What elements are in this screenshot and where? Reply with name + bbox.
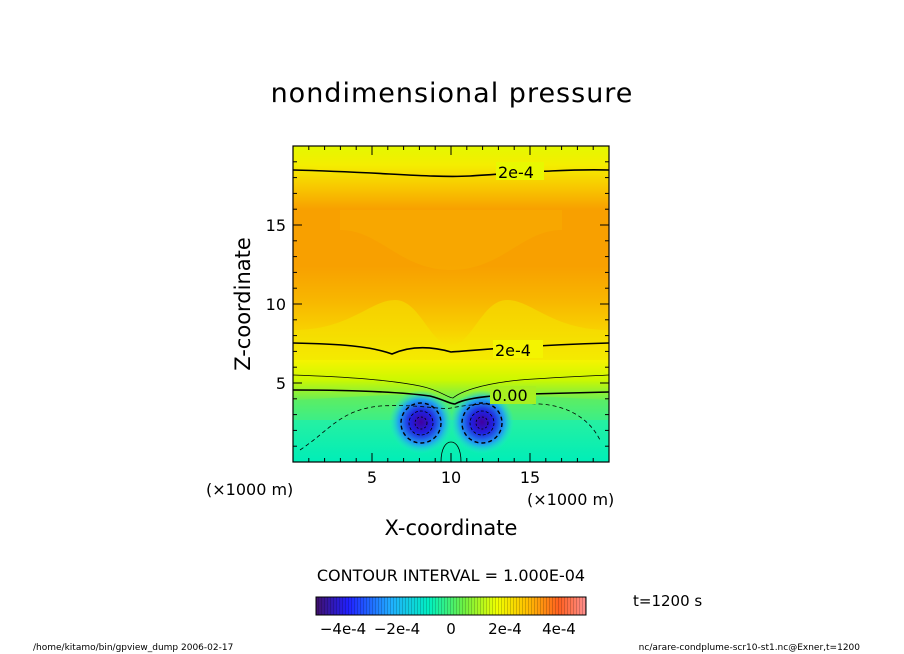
- y-tick-label: 15: [266, 216, 286, 235]
- colorbar-label: 2e-4: [488, 620, 522, 638]
- colorbar-label: 0: [446, 620, 456, 638]
- x-tick-label: 5: [367, 468, 377, 487]
- x-tick-label: 15: [520, 468, 540, 487]
- y-tick-label: 10: [266, 295, 286, 314]
- contour-interval: CONTOUR INTERVAL = 1.000E-04: [317, 566, 585, 585]
- contour-label: 0.00: [492, 386, 528, 405]
- footer-right: nc/arare-condplume-scr10-st1.nc@Exner,t=…: [639, 643, 861, 653]
- y-tick-label: 5: [276, 374, 286, 393]
- x-axis-title: X-coordinate: [385, 516, 518, 540]
- footer-left: /home/kitamo/bin/gpview_dump 2006-02-17: [33, 643, 233, 653]
- axis-ticks: [293, 146, 609, 462]
- x-tick-label: 10: [441, 468, 461, 487]
- heatmap-field: [293, 146, 609, 462]
- contour-label-bg: [490, 386, 536, 404]
- contour-label-bg: [496, 162, 544, 180]
- contour-label: 2e-4: [498, 163, 534, 182]
- colorbar-label: −4e-4: [320, 620, 366, 638]
- time-label: t=1200 s: [633, 592, 702, 610]
- x-unit-label: (×1000 m): [527, 490, 614, 509]
- y-axis-title: Z-coordinate: [231, 237, 255, 371]
- colorbar-label: −2e-4: [374, 620, 420, 638]
- chart-title: nondimensional pressure: [270, 78, 634, 109]
- contour-label: 2e-4: [495, 341, 531, 360]
- colorbar-label: 4e-4: [542, 620, 576, 638]
- contour-label-bg: [493, 340, 543, 358]
- y-unit-label: (×1000 m): [206, 480, 293, 499]
